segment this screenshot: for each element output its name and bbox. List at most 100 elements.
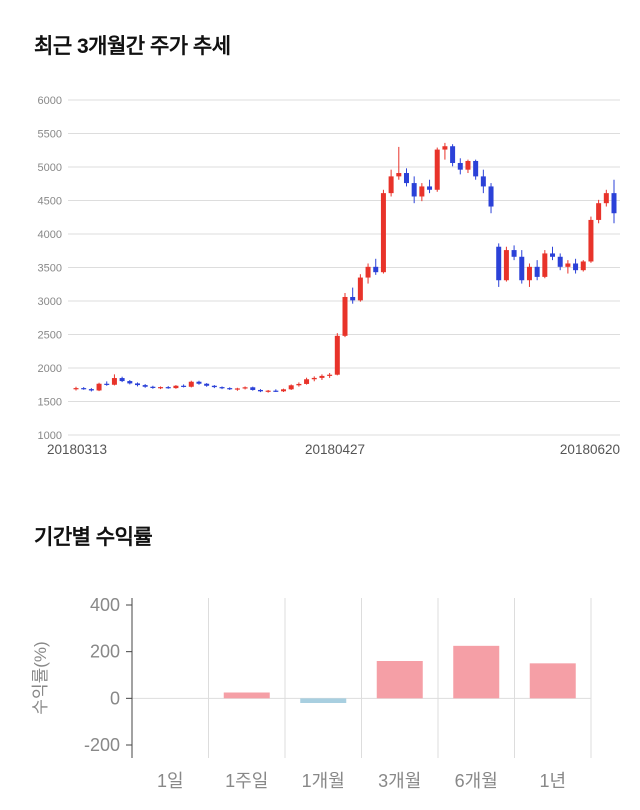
bar	[223, 692, 270, 699]
candle-body	[104, 383, 110, 385]
candle-body	[442, 146, 448, 150]
candle-body	[327, 374, 333, 376]
candle-body	[242, 387, 248, 389]
candle-body	[403, 173, 409, 184]
candle-body	[434, 149, 440, 190]
candle-body	[596, 203, 602, 220]
candle-body	[503, 250, 509, 281]
candle-body	[473, 160, 479, 177]
y-axis-tick-label: 0	[110, 688, 120, 708]
bar	[529, 663, 576, 699]
candle-body	[427, 186, 433, 190]
candle-body	[396, 173, 402, 177]
candle-body	[158, 387, 164, 389]
candle-body	[480, 176, 486, 187]
x-axis-category-label: 1개월	[302, 771, 345, 791]
candle-body	[319, 375, 325, 378]
candle-body	[388, 176, 394, 194]
candle-body	[219, 387, 225, 389]
candle-body	[88, 389, 94, 391]
candle-body	[234, 388, 240, 390]
candle-body	[257, 389, 263, 392]
candle-body	[165, 387, 171, 389]
y-axis-tick-label: 1000	[38, 430, 62, 442]
candle-body	[411, 183, 417, 197]
candle-body	[611, 193, 617, 214]
y-axis-title: 수익률(%)	[31, 641, 50, 714]
y-axis-tick-label: 3500	[38, 263, 62, 275]
candle-body	[373, 266, 379, 273]
candle-body	[588, 219, 594, 262]
y-axis-tick-label: 5000	[38, 162, 62, 174]
candle-body	[227, 388, 233, 390]
y-axis-tick-label: 2500	[38, 330, 62, 342]
candle-body	[134, 383, 140, 386]
bar	[376, 661, 423, 699]
candle-body	[350, 296, 356, 301]
bar	[300, 698, 347, 703]
candle-body	[81, 388, 87, 390]
y-axis-tick-label: 6000	[38, 95, 62, 107]
candle-body	[603, 193, 609, 204]
candle-body	[173, 385, 179, 389]
candle-body	[565, 263, 571, 267]
candle-body	[311, 377, 317, 380]
candle-body	[273, 390, 279, 392]
candle-body	[519, 256, 525, 281]
candle-body	[304, 379, 310, 384]
candle-body	[119, 378, 125, 382]
candle-body	[526, 266, 532, 281]
candle-body	[73, 388, 79, 390]
candle-body	[111, 378, 117, 385]
candle-body	[557, 256, 563, 267]
y-axis-tick-label: 2000	[38, 363, 62, 375]
x-axis-category-label: 6개월	[455, 771, 498, 791]
y-axis-tick-label: 4000	[38, 229, 62, 241]
y-axis-tick-label: 1500	[38, 397, 62, 409]
candle-body	[288, 385, 294, 390]
candle-body	[334, 335, 340, 375]
candle-body	[465, 160, 471, 170]
x-axis-tick-label: 20180427	[305, 442, 365, 457]
y-axis-tick-label: 3000	[38, 296, 62, 308]
candle-body	[211, 385, 217, 388]
candle-body	[580, 261, 586, 271]
candle-body	[96, 383, 102, 391]
candle-body	[419, 186, 425, 197]
candle-body	[250, 387, 256, 390]
y-axis-tick-label: -200	[84, 735, 120, 755]
candle-body	[380, 193, 386, 273]
x-axis-tick-label: 20180313	[47, 442, 107, 457]
candle-body	[457, 162, 463, 170]
candle-body	[550, 253, 556, 257]
y-axis-tick-label: 400	[90, 595, 120, 615]
returns-chart-svg: 400 200 0 -200 1일 1주일 1개월 3개월 6개월 1년 수익률(%)	[31, 595, 592, 791]
candle-body	[296, 383, 302, 386]
candle-body	[542, 253, 548, 277]
candle-body	[188, 381, 194, 387]
candle-body	[127, 381, 133, 384]
candle-body	[196, 381, 202, 384]
price-chart-svg: 6000 5500 5000 4500 4000 3500 3000 2500 2000 1500…	[38, 95, 620, 457]
candle-body	[142, 385, 148, 387]
candle-body	[511, 250, 517, 257]
bar	[453, 645, 500, 699]
x-axis-category-label: 3개월	[378, 771, 421, 791]
candle-body	[488, 186, 494, 207]
x-axis-category-label: 1년	[539, 771, 566, 791]
candle-body	[573, 263, 579, 271]
x-axis-category-label: 1일	[157, 771, 184, 791]
candle-body	[357, 277, 363, 301]
candle-body	[150, 386, 156, 388]
candle-body	[281, 389, 287, 392]
y-axis-tick-label: 4500	[38, 196, 62, 208]
candle-body	[496, 246, 502, 281]
candle-body	[204, 383, 210, 386]
price-chart-title: 최근 3개월간 주가 추세	[34, 35, 231, 58]
candle-body	[365, 266, 371, 278]
candle-body	[534, 266, 540, 277]
y-axis-tick-label: 200	[90, 642, 120, 662]
candle-body	[181, 385, 187, 387]
candle-body	[342, 296, 348, 336]
